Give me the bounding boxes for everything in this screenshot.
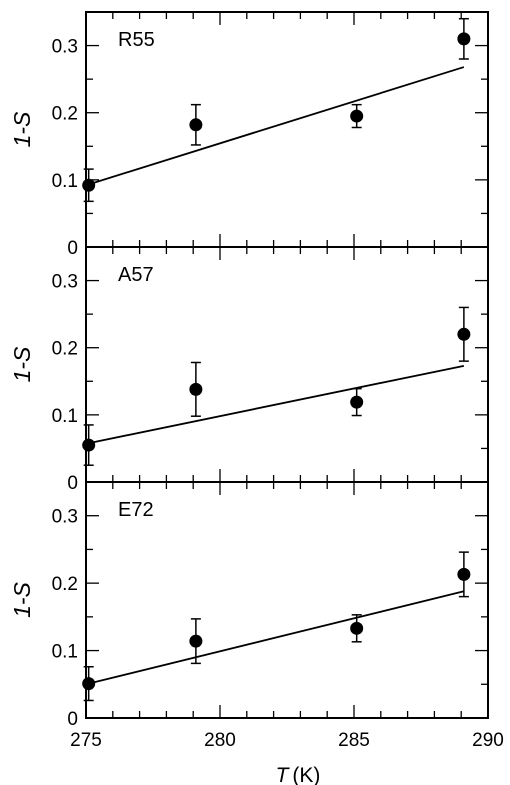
x-axis-label-unit: (K) bbox=[292, 764, 320, 785]
x-axis-label: T (K) bbox=[276, 764, 321, 785]
data-point bbox=[82, 178, 96, 192]
x-tick-labels: 275 280 285 290 bbox=[70, 730, 504, 751]
x-axis-label-variable: T bbox=[276, 764, 291, 785]
panels-group: 00.10.20.31-SR5500.10.20.31-SA5700.10.20… bbox=[9, 11, 489, 730]
y-axis-label: 1-S bbox=[9, 346, 35, 382]
panel-label: R55 bbox=[118, 29, 155, 51]
y-axis-label: 1-S bbox=[9, 581, 35, 617]
data-point bbox=[457, 567, 471, 581]
data-point bbox=[457, 32, 471, 46]
data-point bbox=[82, 677, 96, 691]
data-point bbox=[457, 327, 471, 341]
y-tick-label: 0.2 bbox=[52, 574, 78, 595]
plot-frame bbox=[85, 481, 489, 719]
data-point bbox=[189, 382, 203, 396]
y-tick-label: 0 bbox=[67, 709, 78, 730]
y-tick-label: 0.1 bbox=[52, 406, 78, 427]
y-tick-label: 0.3 bbox=[52, 272, 78, 293]
panel-r55: 0 0.1 0.2 0.3 1-S R55 bbox=[9, 11, 489, 259]
panel-e72: 0 0.1 0.2 0.3 1-S E72 bbox=[9, 481, 489, 730]
y-axis-label: 1-S bbox=[9, 111, 35, 147]
y-tick-label: 0.3 bbox=[52, 507, 78, 528]
data-point bbox=[350, 395, 364, 409]
x-tick-label: 275 bbox=[70, 730, 102, 751]
panel-label: A57 bbox=[118, 264, 154, 286]
fit-line bbox=[85, 590, 465, 686]
data-point bbox=[189, 634, 203, 648]
x-tick-label: 290 bbox=[472, 730, 504, 751]
y-tick-label: 0.2 bbox=[52, 339, 78, 360]
panel-a57: 0 0.1 0.2 0.3 1-S A57 bbox=[9, 246, 489, 494]
x-tick-label: 285 bbox=[338, 730, 370, 751]
panel-label: E72 bbox=[118, 499, 154, 521]
fit-line bbox=[85, 66, 465, 187]
y-tick-label: 0 bbox=[67, 238, 78, 259]
y-tick-label: 0.2 bbox=[52, 104, 78, 125]
y-tick-label: 0.3 bbox=[52, 37, 78, 58]
x-tick-label: 280 bbox=[204, 730, 236, 751]
data-point bbox=[350, 621, 364, 635]
data-point bbox=[350, 109, 364, 123]
y-tick-label: 0.1 bbox=[52, 642, 78, 663]
data-point bbox=[82, 438, 96, 452]
fit-line bbox=[85, 364, 465, 445]
y-tick-label: 0.1 bbox=[52, 171, 78, 192]
data-point bbox=[189, 118, 203, 132]
y-tick-label: 0 bbox=[67, 473, 78, 494]
